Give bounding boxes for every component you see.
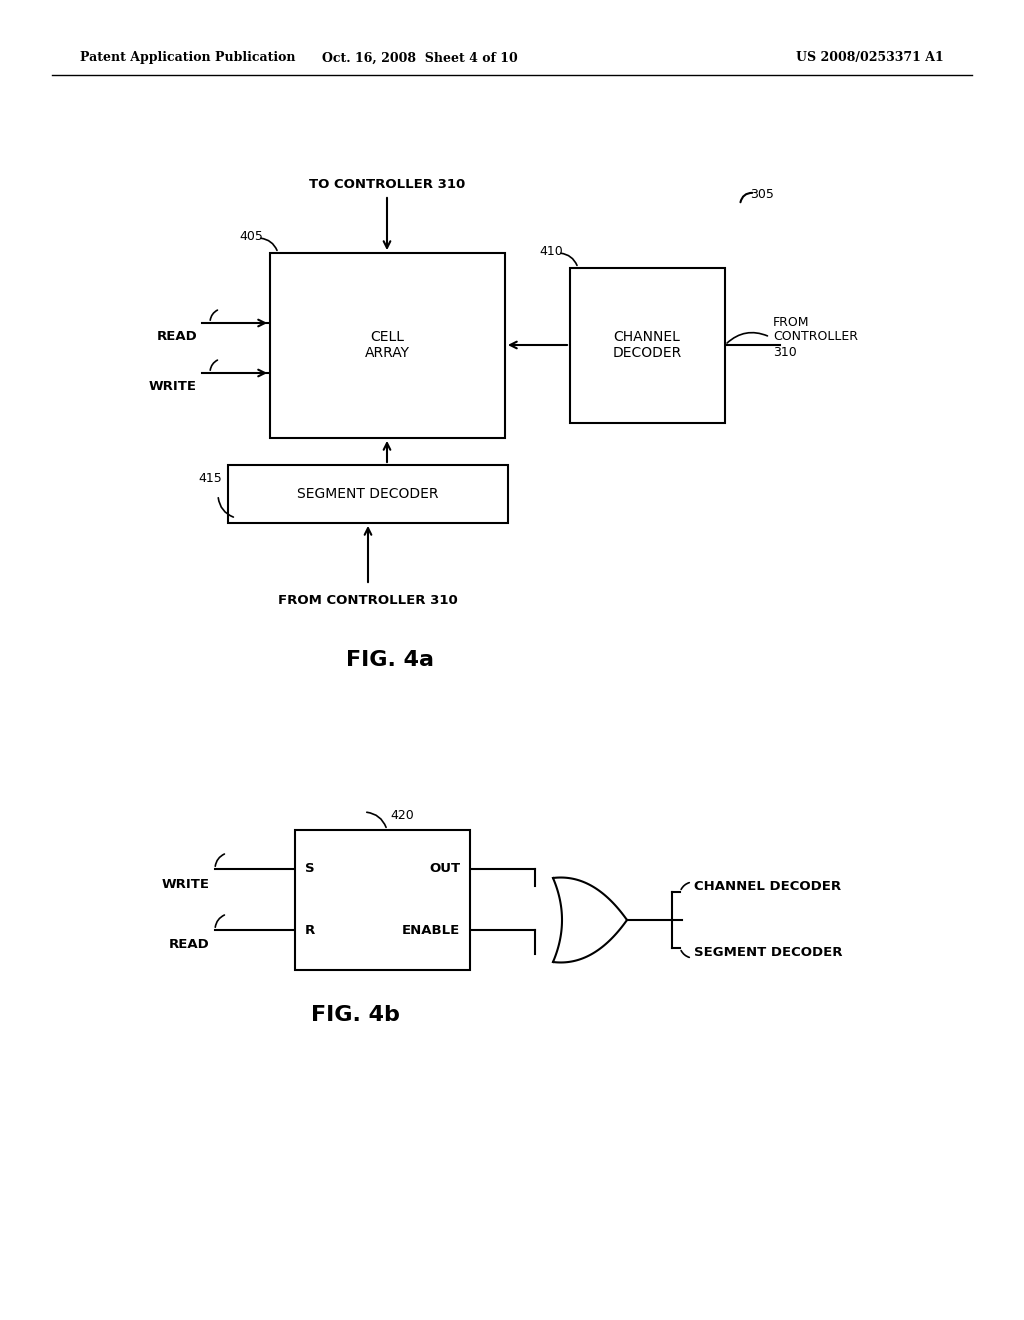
Bar <box>228 465 508 523</box>
Text: R: R <box>305 924 315 936</box>
Text: READ: READ <box>169 939 210 952</box>
Bar <box>570 268 725 422</box>
Bar <box>295 830 470 970</box>
Text: TO CONTROLLER 310: TO CONTROLLER 310 <box>309 178 465 191</box>
Text: 305: 305 <box>750 189 774 202</box>
Text: Patent Application Publication: Patent Application Publication <box>80 51 296 65</box>
Text: US 2008/0253371 A1: US 2008/0253371 A1 <box>796 51 944 65</box>
Text: SEGMENT DECODER: SEGMENT DECODER <box>297 487 438 502</box>
Text: CELL
ARRAY: CELL ARRAY <box>365 330 410 360</box>
Text: OUT: OUT <box>429 862 460 875</box>
Text: SEGMENT DECODER: SEGMENT DECODER <box>694 946 843 960</box>
Bar <box>270 253 505 438</box>
Text: FIG. 4a: FIG. 4a <box>346 649 434 671</box>
Text: READ: READ <box>157 330 197 342</box>
Text: FROM
CONTROLLER
310: FROM CONTROLLER 310 <box>773 315 858 359</box>
Text: 415: 415 <box>199 473 222 484</box>
Text: CHANNEL
DECODER: CHANNEL DECODER <box>612 330 682 360</box>
Text: S: S <box>305 862 314 875</box>
Text: 420: 420 <box>390 809 414 822</box>
Text: 405: 405 <box>240 230 263 243</box>
Text: FIG. 4b: FIG. 4b <box>310 1005 399 1026</box>
Text: WRITE: WRITE <box>150 380 197 392</box>
Text: WRITE: WRITE <box>162 878 210 891</box>
Text: ENABLE: ENABLE <box>401 924 460 936</box>
Text: CHANNEL DECODER: CHANNEL DECODER <box>694 880 841 894</box>
Text: FROM CONTROLLER 310: FROM CONTROLLER 310 <box>279 594 458 607</box>
Text: 410: 410 <box>540 246 563 257</box>
Text: Oct. 16, 2008  Sheet 4 of 10: Oct. 16, 2008 Sheet 4 of 10 <box>323 51 518 65</box>
